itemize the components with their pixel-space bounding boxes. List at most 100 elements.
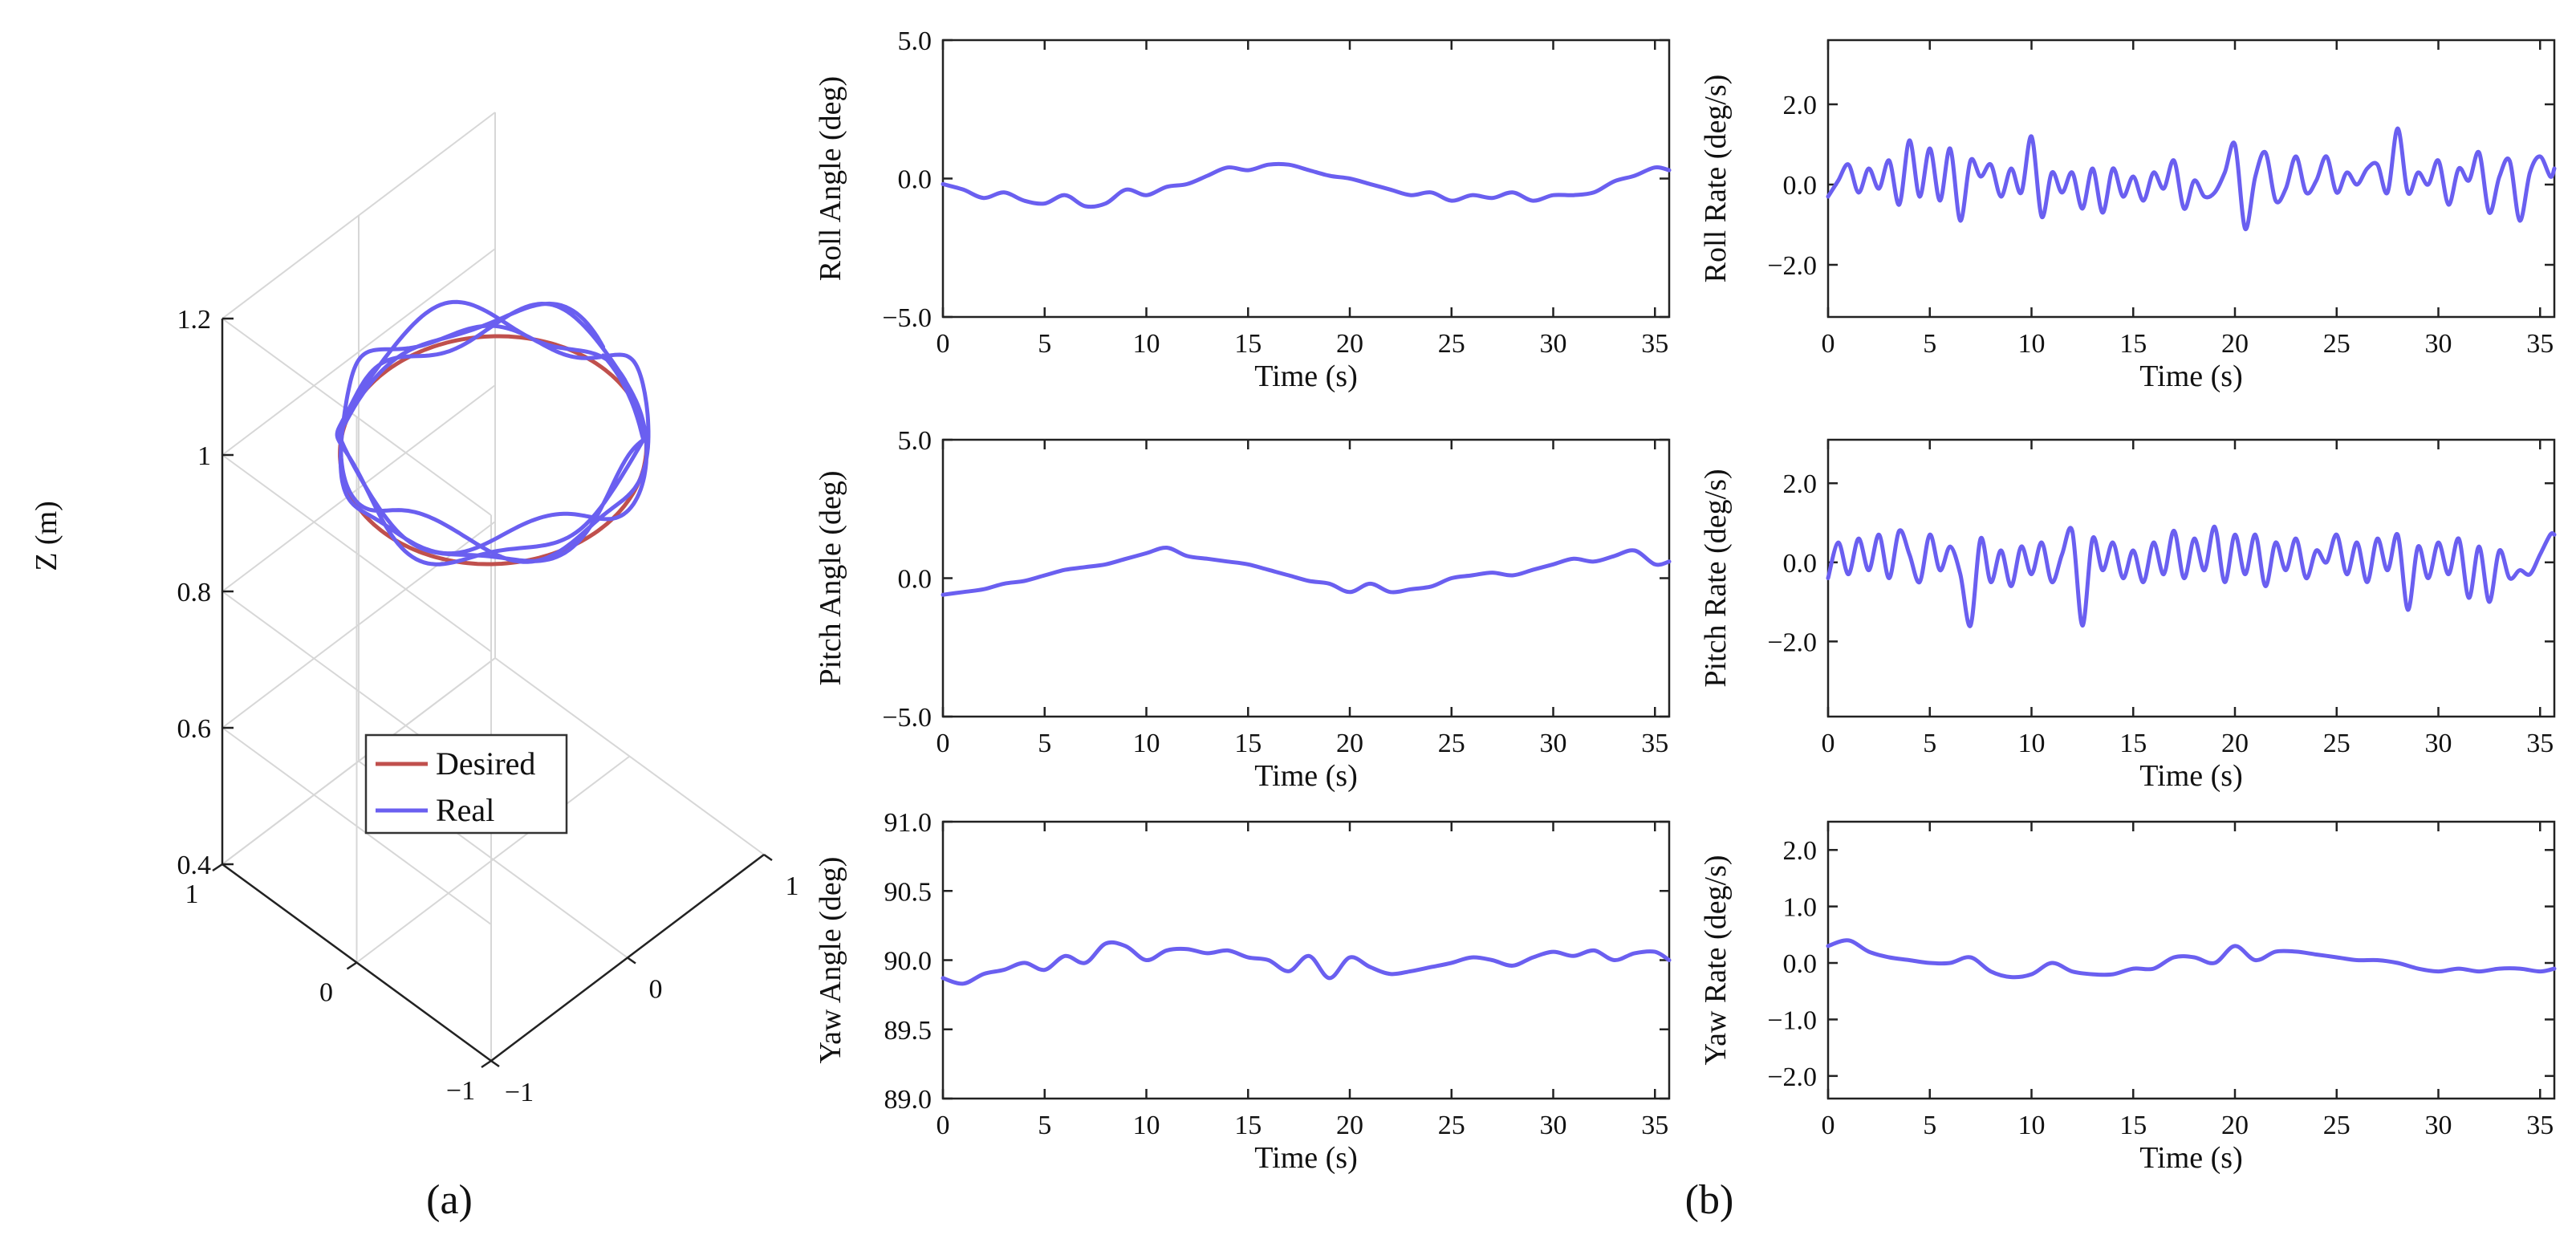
z-tick-label: 1 bbox=[197, 441, 211, 471]
plot-frame bbox=[941, 820, 1671, 1100]
y-tick-label: 91.0 bbox=[884, 808, 932, 838]
panel-label-b: (b) bbox=[1685, 1177, 1734, 1223]
x-axis-label: Time (s) bbox=[2139, 759, 2242, 793]
x-tick-label: 10 bbox=[2018, 729, 2046, 758]
series-line bbox=[1826, 938, 2557, 980]
x-tick-label: 10 bbox=[1133, 729, 1160, 758]
x-tick-label: 20 bbox=[1336, 1111, 1363, 1140]
x-tick-label: 35 bbox=[1641, 329, 1668, 359]
x-tick-label: 25 bbox=[2323, 329, 2350, 359]
x-tick-label: 0 bbox=[649, 975, 663, 1005]
x-tick-label: 15 bbox=[1234, 329, 1262, 359]
x-tick-label: 30 bbox=[1540, 729, 1567, 758]
grid-line bbox=[221, 657, 496, 865]
y-tick bbox=[212, 863, 223, 872]
plot-yaw-rate: 0 5 10 15 20 25 30 35 2.0 1.0 0.0 −1.0 −2.0 Time (s) Y… bbox=[1699, 820, 2557, 1175]
x-tick-label: 20 bbox=[2221, 1111, 2249, 1140]
y-tick-label: −2.0 bbox=[1767, 1062, 1817, 1092]
x-tick-label: 15 bbox=[2119, 1111, 2147, 1140]
x-tick-label: 10 bbox=[1133, 329, 1160, 359]
y-tick-label: −1.0 bbox=[1767, 1005, 1817, 1035]
x-axis-label: Time (s) bbox=[1254, 759, 1357, 793]
z-tick-label: 0.8 bbox=[177, 578, 212, 607]
x-tick-label: 10 bbox=[2018, 1111, 2046, 1140]
legend: Desired Real bbox=[364, 733, 568, 835]
x-tick-label: 25 bbox=[1438, 329, 1465, 359]
x-tick-label: 0 bbox=[937, 729, 950, 758]
x-tick bbox=[490, 1059, 500, 1068]
x-tick-label: 25 bbox=[2323, 1111, 2350, 1140]
x-tick-label: 1 bbox=[786, 871, 799, 901]
y-tick-label: 0 bbox=[319, 978, 333, 1008]
x-tick bbox=[763, 853, 773, 862]
z-tick-label: 0.4 bbox=[177, 851, 212, 880]
x-tick-label: 15 bbox=[1234, 729, 1262, 758]
y-tick-label: 0.0 bbox=[898, 565, 932, 595]
x-tick-label: 5 bbox=[1038, 329, 1051, 359]
z-tick-label: 1.2 bbox=[177, 305, 212, 335]
y-tick-label: 1 bbox=[185, 879, 199, 909]
y-tick-label: 0.0 bbox=[1783, 949, 1818, 979]
series-line bbox=[1826, 126, 2557, 231]
x-tick-label: 25 bbox=[1438, 729, 1465, 758]
plot-frame bbox=[941, 438, 1671, 718]
legend-box bbox=[364, 733, 568, 835]
y-tick-label: −2.0 bbox=[1767, 628, 1817, 657]
y-tick-label: −2.0 bbox=[1767, 251, 1817, 281]
x-tick-label: 0 bbox=[1822, 1111, 1835, 1140]
y-tick-label: −5.0 bbox=[882, 703, 932, 733]
panel-label-a: (a) bbox=[426, 1177, 473, 1223]
x-tick-label: 10 bbox=[2018, 329, 2046, 359]
x-tick-label: 5 bbox=[1038, 729, 1051, 758]
y-tick-label: 2.0 bbox=[1783, 91, 1818, 120]
legend-label-desired: Desired bbox=[436, 745, 535, 782]
y-axis-label: Pitch Angle (deg) bbox=[814, 470, 847, 685]
y-axis-label: Yaw Rate (deg/s) bbox=[1699, 855, 1733, 1065]
trajectory-3d-plot: −1 0 1 1 0 −1 1.2 1 0.8 0.6 0.4 Z (m) Desired Real… bbox=[30, 112, 799, 1223]
x-tick-label: 25 bbox=[2323, 729, 2350, 758]
x-axis-label: Time (s) bbox=[2139, 359, 2242, 393]
y-tick-label: 0.0 bbox=[898, 165, 932, 195]
series-line bbox=[941, 161, 1672, 209]
y-tick-label: 2.0 bbox=[1783, 836, 1818, 866]
x-tick-label: 35 bbox=[2526, 329, 2554, 359]
y-axis-label: Roll Rate (deg/s) bbox=[1699, 75, 1733, 283]
plot-pitch-rate: 0 5 10 15 20 25 30 35 2.0 0.0 −2.0 Time (s) Pitch Ra… bbox=[1699, 438, 2557, 793]
y-axis-label: Roll Angle (deg) bbox=[814, 76, 847, 281]
x-axis-label: Time (s) bbox=[1254, 1141, 1357, 1175]
ticks-3d: −1 0 1 1 0 −1 1.2 1 0.8 0.6 0.4 bbox=[177, 305, 799, 1107]
x-tick-label: 30 bbox=[2425, 1111, 2452, 1140]
x-tick bbox=[627, 957, 636, 965]
x-tick-label: 20 bbox=[2221, 329, 2249, 359]
z-tick-label: 0.6 bbox=[177, 714, 212, 744]
x-tick-label: 20 bbox=[1336, 329, 1363, 359]
plot-roll-rate: 0 5 10 15 20 25 30 35 2.0 0.0 −2.0 Time (s) Roll Rat… bbox=[1699, 39, 2557, 393]
x-tick-label: 35 bbox=[2526, 1111, 2554, 1140]
plot-frame bbox=[1826, 820, 2556, 1100]
y-tick bbox=[481, 1059, 492, 1069]
y-axis-label: Pitch Rate (deg/s) bbox=[1699, 469, 1733, 687]
x-tick-label: −1 bbox=[505, 1078, 534, 1107]
x-tick-label: 10 bbox=[1133, 1111, 1160, 1140]
series-line bbox=[1826, 524, 2557, 628]
y-tick-label: 90.0 bbox=[884, 947, 932, 977]
y-tick-label: 0.0 bbox=[1783, 171, 1818, 201]
x-tick-label: 20 bbox=[2221, 729, 2249, 758]
y-tick-label: 1.0 bbox=[1783, 893, 1818, 923]
real-trajectory bbox=[335, 299, 651, 567]
y-tick-label: 2.0 bbox=[1783, 469, 1818, 499]
x-axis-label: Time (s) bbox=[1254, 359, 1357, 393]
y-tick-label: 89.0 bbox=[884, 1085, 932, 1115]
legend-label-real: Real bbox=[436, 792, 494, 828]
plot-roll-angle: 0 5 10 15 20 25 30 35 5.0 0.0 −5.0 Time (s) Roll Ang… bbox=[814, 26, 1672, 393]
x-tick-label: 25 bbox=[1438, 1111, 1465, 1140]
plot-pitch-angle: 0 5 10 15 20 25 30 35 5.0 0.0 −5.0 Time (s) Pitch An… bbox=[814, 426, 1672, 793]
x-tick-label: 30 bbox=[1540, 1111, 1567, 1140]
z-axis-label: Z (m) bbox=[30, 501, 63, 571]
y-tick-label: 5.0 bbox=[898, 426, 932, 456]
series-line bbox=[941, 940, 1672, 986]
x-tick-label: 0 bbox=[1822, 729, 1835, 758]
time-series-plots: 0 5 10 15 20 25 30 35 5.0 0.0 −5.0 Time (s) Roll Ang… bbox=[814, 26, 2557, 1223]
plot-yaw-angle: 0 5 10 15 20 25 30 35 91.0 90.5 90.0 89.5 89.0 Time (… bbox=[814, 808, 1672, 1175]
plot-frame bbox=[1826, 438, 2556, 718]
